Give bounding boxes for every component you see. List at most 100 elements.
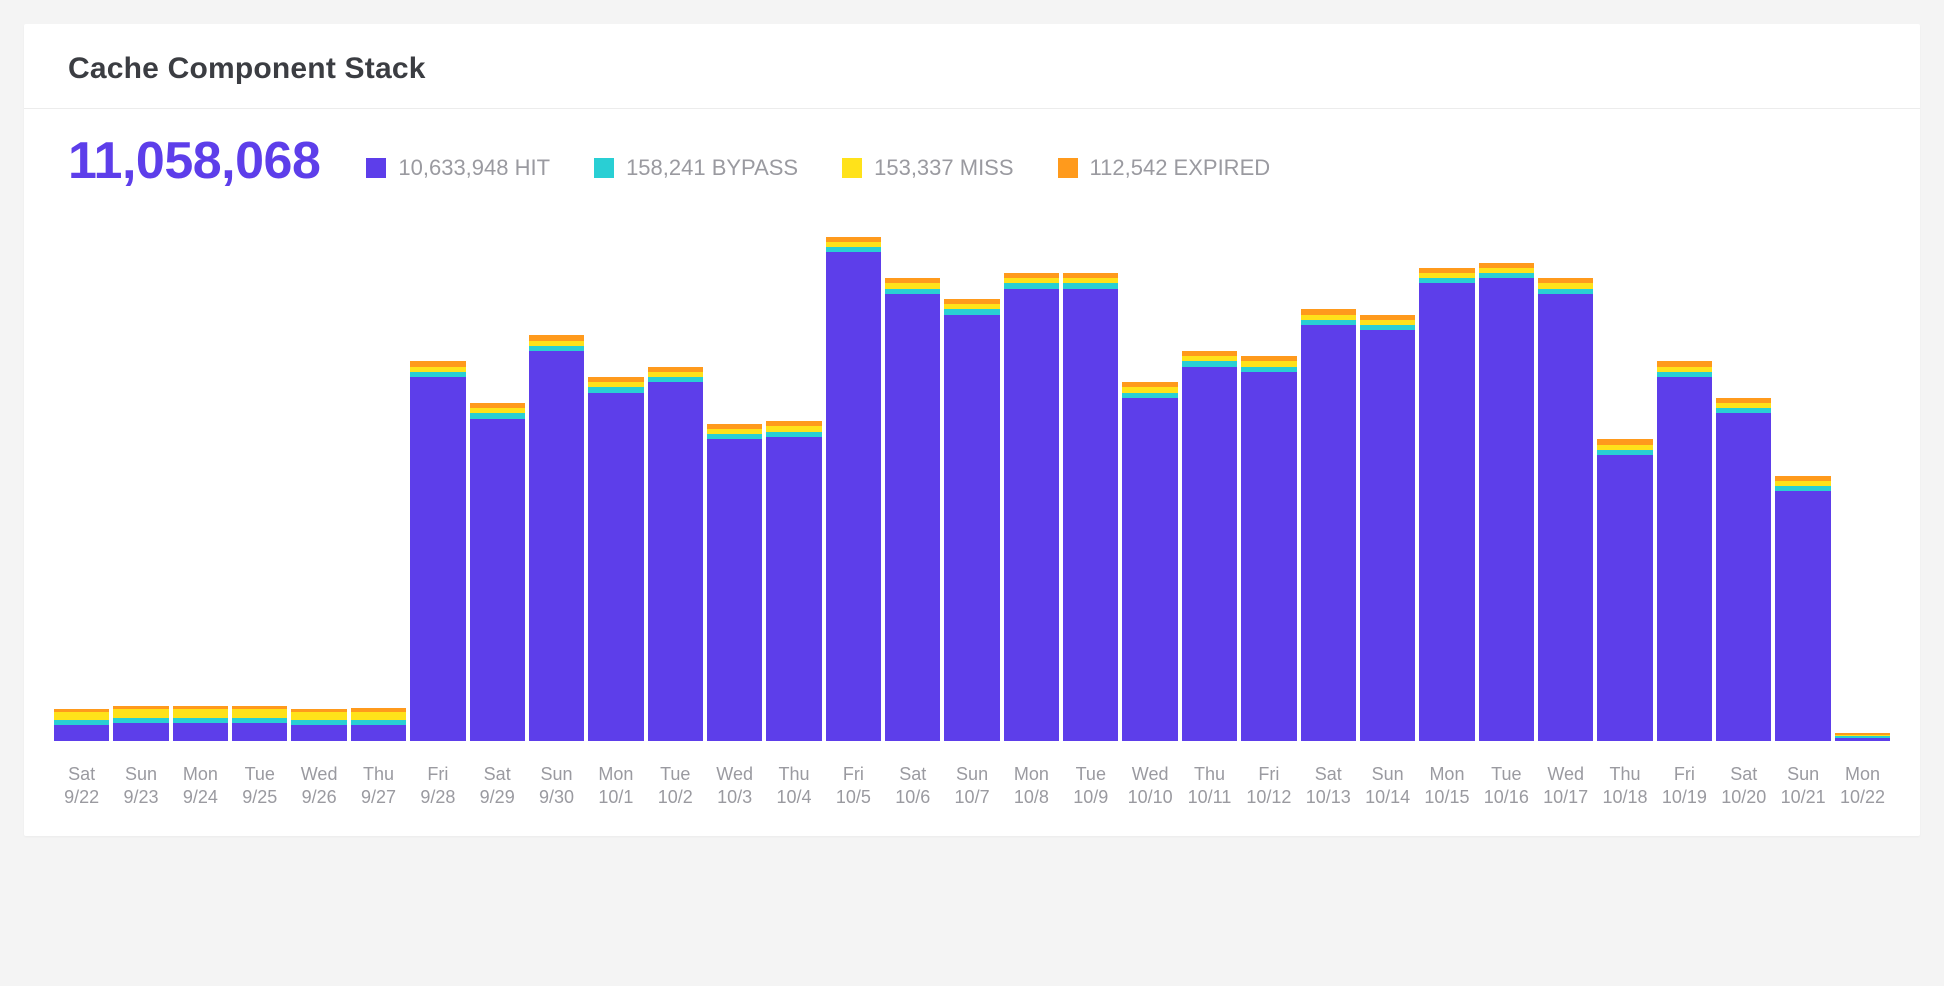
legend: 10,633,948 HIT 158,241 BYPASS 153,337 MISS… <box>366 155 1270 181</box>
bar-column[interactable] <box>1419 221 1474 741</box>
stacked-bar-chart <box>54 221 1890 741</box>
bar-segment-hit <box>1004 289 1059 741</box>
bar-segment-hit <box>588 393 643 741</box>
bar-column[interactable] <box>1835 221 1890 741</box>
bar-column[interactable] <box>54 221 109 741</box>
bar-column[interactable] <box>588 221 643 741</box>
x-axis-label: Sat10/6 <box>885 763 940 810</box>
x-axis-dow: Sat <box>54 763 109 786</box>
legend-item-expired[interactable]: 112,542 EXPIRED <box>1058 155 1271 181</box>
x-axis-label: Sun10/7 <box>944 763 999 810</box>
x-axis-label: Sat9/22 <box>54 763 109 810</box>
x-axis-dow: Thu <box>351 763 406 786</box>
bar-column[interactable] <box>351 221 406 741</box>
bar-stack <box>1182 351 1237 741</box>
bar-segment-hit <box>1063 289 1118 741</box>
x-axis-dow: Mon <box>173 763 228 786</box>
bar-column[interactable] <box>648 221 703 741</box>
bar-column[interactable] <box>826 221 881 741</box>
x-axis-label: Mon9/24 <box>173 763 228 810</box>
bar-stack <box>173 706 228 741</box>
bar-stack <box>1004 273 1059 741</box>
bar-column[interactable] <box>1716 221 1771 741</box>
x-axis-dow: Tue <box>232 763 287 786</box>
bar-column[interactable] <box>470 221 525 741</box>
bar-stack <box>766 421 821 741</box>
x-axis-dow: Wed <box>1538 763 1593 786</box>
bar-column[interactable] <box>1775 221 1830 741</box>
x-axis-date: 9/23 <box>113 786 168 809</box>
bar-column[interactable] <box>1241 221 1296 741</box>
bar-stack <box>54 709 109 741</box>
bar-column[interactable] <box>1301 221 1356 741</box>
x-axis-date: 9/24 <box>173 786 228 809</box>
bar-segment-hit <box>410 377 465 741</box>
x-axis-date: 10/1 <box>588 786 643 809</box>
x-axis-dow: Sun <box>113 763 168 786</box>
x-axis-label: Thu10/4 <box>766 763 821 810</box>
bar-column[interactable] <box>113 221 168 741</box>
bar-column[interactable] <box>1597 221 1652 741</box>
legend-swatch-bypass <box>594 158 614 178</box>
legend-swatch-expired <box>1058 158 1078 178</box>
bar-column[interactable] <box>410 221 465 741</box>
summary-row: 11,058,068 10,633,948 HIT158,241 BYPASS1… <box>24 109 1920 191</box>
x-axis-date: 9/27 <box>351 786 406 809</box>
x-axis-date: 10/14 <box>1360 786 1415 809</box>
bar-segment-hit <box>1775 491 1830 741</box>
bar-column[interactable] <box>766 221 821 741</box>
bar-column[interactable] <box>1360 221 1415 741</box>
bar-column[interactable] <box>707 221 762 741</box>
bar-column[interactable] <box>1004 221 1059 741</box>
x-axis-label: Tue9/25 <box>232 763 287 810</box>
legend-swatch-hit <box>366 158 386 178</box>
legend-item-hit[interactable]: 10,633,948 HIT <box>366 155 550 181</box>
bar-segment-hit <box>173 723 228 741</box>
x-axis-label: Fri10/5 <box>826 763 881 810</box>
x-axis-label: Fri9/28 <box>410 763 465 810</box>
x-axis-dow: Tue <box>1063 763 1118 786</box>
bar-stack <box>648 367 703 741</box>
x-axis-label: Thu10/11 <box>1182 763 1237 810</box>
x-axis-label: Wed10/3 <box>707 763 762 810</box>
bar-segment-hit <box>648 382 703 741</box>
bar-stack <box>707 424 762 741</box>
bar-column[interactable] <box>1182 221 1237 741</box>
x-axis-date: 9/30 <box>529 786 584 809</box>
x-axis-dow: Fri <box>826 763 881 786</box>
bar-stack <box>1657 361 1712 741</box>
x-axis-date: 10/17 <box>1538 786 1593 809</box>
bar-column[interactable] <box>1122 221 1177 741</box>
bar-segment-miss <box>351 712 406 720</box>
bar-column[interactable] <box>1538 221 1593 741</box>
bar-column[interactable] <box>1479 221 1534 741</box>
bar-column[interactable] <box>529 221 584 741</box>
bar-stack <box>1360 315 1415 741</box>
x-axis-dow: Sun <box>529 763 584 786</box>
x-axis-date: 10/22 <box>1835 786 1890 809</box>
bar-column[interactable] <box>1657 221 1712 741</box>
chart-card: Cache Component Stack 11,058,068 10,633,… <box>24 24 1920 836</box>
legend-item-bypass[interactable]: 158,241 BYPASS <box>594 155 798 181</box>
x-axis-date: 10/18 <box>1597 786 1652 809</box>
legend-label-hit: 10,633,948 HIT <box>398 155 550 181</box>
x-axis-label: Sun10/21 <box>1775 763 1830 810</box>
x-axis-label: Mon10/8 <box>1004 763 1059 810</box>
bar-column[interactable] <box>232 221 287 741</box>
x-axis-dow: Sun <box>944 763 999 786</box>
bar-segment-hit <box>351 725 406 741</box>
bar-column[interactable] <box>1063 221 1118 741</box>
bar-segment-hit <box>1182 367 1237 741</box>
bar-segment-miss <box>291 712 346 720</box>
x-axis-dow: Thu <box>1182 763 1237 786</box>
bar-segment-hit <box>54 725 109 741</box>
bar-column[interactable] <box>173 221 228 741</box>
x-axis-date: 10/4 <box>766 786 821 809</box>
legend-item-miss[interactable]: 153,337 MISS <box>842 155 1013 181</box>
bar-stack <box>944 299 999 741</box>
x-axis-dow: Sat <box>470 763 525 786</box>
bar-column[interactable] <box>944 221 999 741</box>
bar-column[interactable] <box>291 221 346 741</box>
bar-column[interactable] <box>885 221 940 741</box>
x-axis-label: Tue10/16 <box>1479 763 1534 810</box>
